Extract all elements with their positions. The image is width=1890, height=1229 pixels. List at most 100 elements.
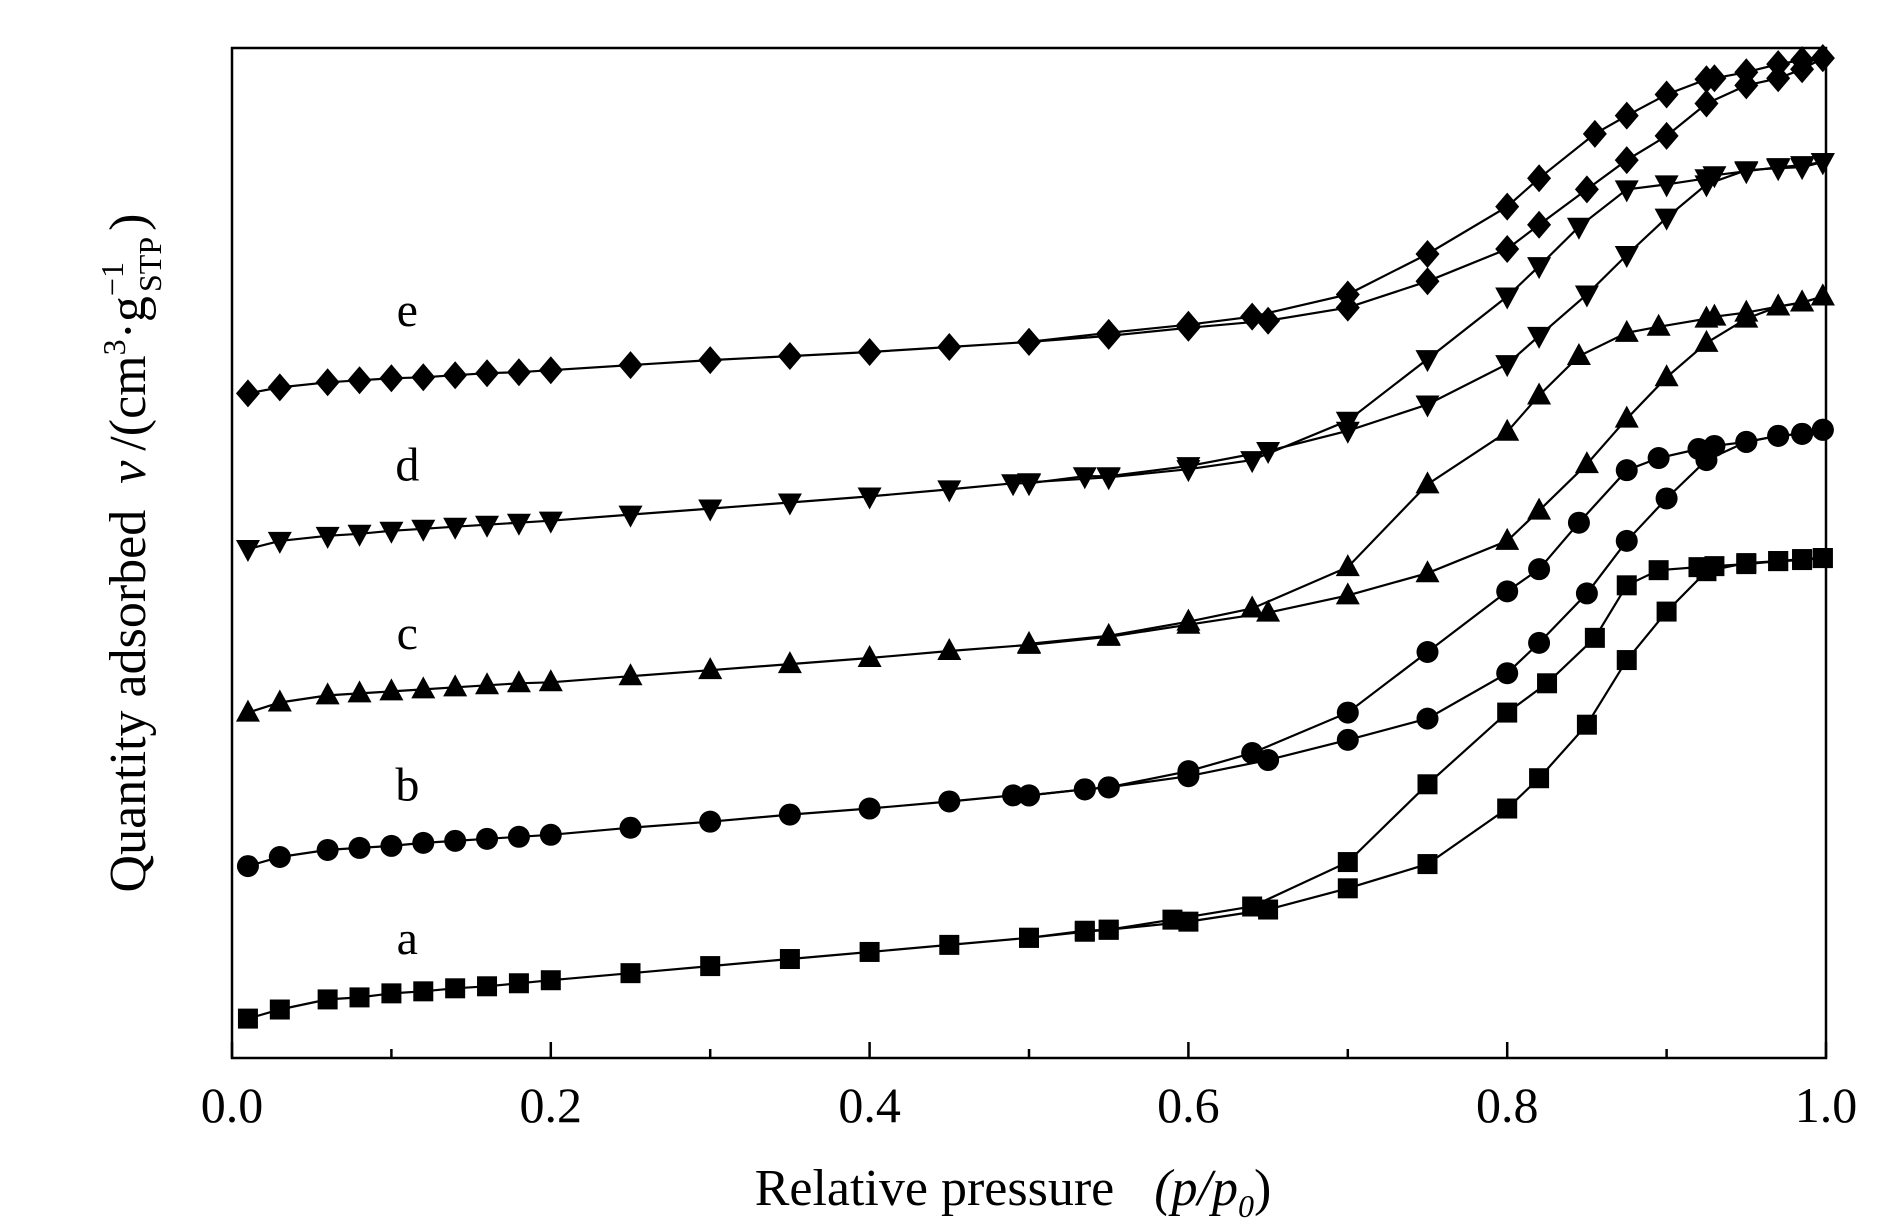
data-point bbox=[315, 368, 340, 397]
data-point bbox=[1654, 121, 1679, 150]
data-point bbox=[380, 834, 403, 857]
data-point bbox=[937, 332, 962, 361]
data-point bbox=[699, 810, 722, 833]
data-point bbox=[1766, 158, 1791, 181]
data-point bbox=[349, 987, 370, 1008]
data-point bbox=[381, 983, 402, 1004]
data-point bbox=[1614, 319, 1639, 342]
data-point bbox=[1647, 447, 1670, 470]
data-point bbox=[1537, 673, 1558, 694]
data-point bbox=[540, 970, 561, 991]
data-point bbox=[1582, 119, 1607, 148]
data-point bbox=[1654, 208, 1679, 231]
data-point bbox=[1527, 210, 1552, 239]
data-point bbox=[235, 539, 260, 562]
data-point bbox=[267, 689, 292, 712]
data-point bbox=[1256, 441, 1281, 464]
data-point bbox=[937, 480, 962, 503]
data-point bbox=[1098, 919, 1119, 940]
data-point bbox=[1810, 44, 1835, 73]
data-point bbox=[237, 1008, 258, 1029]
data-point bbox=[315, 526, 340, 549]
data-point bbox=[1527, 382, 1552, 405]
data-point bbox=[1688, 557, 1709, 578]
series-d: d bbox=[235, 153, 1835, 562]
data-point bbox=[1575, 582, 1598, 605]
data-point bbox=[315, 682, 340, 705]
data-point bbox=[938, 790, 961, 813]
data-point bbox=[859, 941, 880, 962]
data-point bbox=[1791, 422, 1814, 445]
data-point bbox=[235, 699, 260, 722]
data-point bbox=[778, 803, 801, 826]
data-point bbox=[1176, 460, 1201, 483]
data-point bbox=[235, 379, 260, 408]
data-point bbox=[1527, 257, 1552, 280]
data-point bbox=[1256, 306, 1281, 335]
data-point bbox=[1415, 350, 1440, 373]
data-point bbox=[506, 358, 531, 387]
data-point bbox=[1336, 701, 1359, 724]
data-point bbox=[1615, 459, 1638, 482]
data-point bbox=[1335, 582, 1360, 605]
data-point bbox=[777, 651, 802, 674]
data-point bbox=[317, 989, 338, 1010]
data-point bbox=[1734, 58, 1759, 87]
data-point bbox=[1495, 234, 1520, 263]
data-point bbox=[1336, 728, 1359, 751]
data-point bbox=[1810, 283, 1835, 306]
data-point bbox=[1415, 240, 1440, 269]
data-point bbox=[1735, 430, 1758, 453]
data-point bbox=[1335, 554, 1360, 577]
data-point bbox=[1615, 529, 1638, 552]
data-point bbox=[1096, 468, 1121, 491]
data-point bbox=[1656, 601, 1677, 622]
data-point bbox=[379, 678, 404, 701]
data-point bbox=[1497, 798, 1518, 819]
data-point bbox=[1415, 395, 1440, 418]
data-point bbox=[1415, 267, 1440, 296]
data-point bbox=[348, 836, 371, 859]
data-point bbox=[1527, 497, 1552, 520]
data-point bbox=[347, 680, 372, 703]
data-point bbox=[1767, 424, 1790, 447]
series-label-e: e bbox=[397, 284, 418, 337]
data-point bbox=[1335, 411, 1360, 434]
data-point bbox=[316, 838, 339, 861]
data-point bbox=[1337, 852, 1358, 873]
data-point bbox=[1766, 293, 1791, 316]
x-tick-label: 0.4 bbox=[838, 1077, 901, 1133]
x-tick-label: 0.6 bbox=[1157, 1077, 1220, 1133]
data-point bbox=[1495, 287, 1520, 310]
data-point bbox=[1495, 527, 1520, 550]
data-point bbox=[236, 855, 259, 878]
data-point bbox=[1654, 364, 1679, 387]
data-point bbox=[412, 831, 435, 854]
data-point bbox=[1574, 175, 1599, 204]
data-point bbox=[1495, 192, 1520, 221]
data-point bbox=[1176, 608, 1201, 631]
data-point bbox=[858, 797, 881, 820]
x-axis-title: Relative pressure (p/p0) bbox=[755, 1160, 1272, 1224]
data-point bbox=[1812, 548, 1833, 569]
series-a: a bbox=[237, 548, 1833, 1029]
data-point bbox=[1495, 355, 1520, 378]
data-point bbox=[267, 531, 292, 554]
data-point bbox=[443, 517, 468, 540]
y-axis-title: Quantity adsorbedv/(cm3·g−1STP) bbox=[94, 214, 168, 893]
data-point bbox=[1648, 560, 1669, 581]
data-point bbox=[379, 364, 404, 393]
data-point bbox=[1242, 896, 1263, 917]
data-point bbox=[1528, 631, 1551, 654]
data-point bbox=[698, 657, 723, 680]
data-point bbox=[1766, 64, 1791, 93]
data-point bbox=[698, 346, 723, 375]
data-point bbox=[1654, 175, 1679, 198]
data-point bbox=[1704, 556, 1725, 577]
series-b: b bbox=[236, 418, 1834, 878]
data-point bbox=[1019, 927, 1039, 948]
data-point bbox=[506, 670, 531, 693]
data-point bbox=[1176, 310, 1201, 339]
data-point bbox=[443, 361, 468, 390]
data-point bbox=[347, 366, 372, 395]
